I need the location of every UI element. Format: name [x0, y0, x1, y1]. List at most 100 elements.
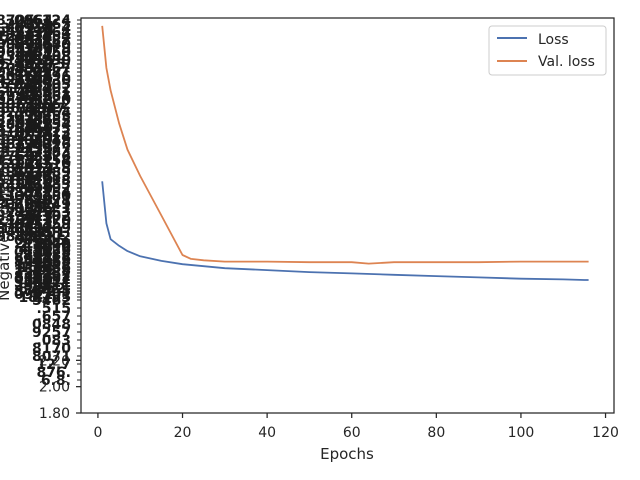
x-tick-label: 40 — [258, 425, 276, 441]
y-minor-tick-label: 159. — [18, 260, 53, 276]
x-axis-ticks: 0 20 40 60 80 100 120 — [93, 413, 619, 441]
y-minor-tick-label: .069 — [36, 221, 71, 237]
y-minor-tick-label: 0350 — [32, 45, 71, 61]
y-minor-tick-label: 6124 — [32, 13, 71, 29]
y-minor-tick-label: 2192 — [0, 213, 35, 229]
y-axis-label: Negative log-likelihood — [0, 129, 13, 301]
y-minor-tick-label: 3982 — [32, 248, 71, 264]
y-minor-tick-label: 8264 — [0, 113, 35, 129]
y-minor-tick-label: 3767 — [14, 284, 53, 300]
y-minor-tick-label: 4240 — [0, 73, 35, 89]
y-minor-tick-label: 8871 — [14, 185, 53, 201]
y-minor-tick-label: 0.28 — [36, 245, 71, 261]
y-minor-tick-label: 8396 — [32, 69, 71, 85]
y-minor-tick-label: 7779 — [32, 41, 71, 57]
y-minor-tick-label: 7045 — [0, 61, 35, 77]
y-minor-tick-label: 6553 — [32, 205, 71, 221]
y-minor-tick-label: 9485 — [14, 225, 53, 241]
y-minor-tick-label: 76.3 — [18, 81, 53, 97]
y-minor-tick-label: 8170 — [32, 341, 71, 357]
y-minor-tick-label: 0848 — [32, 317, 71, 333]
y-minor-tick-label: 6.8. — [41, 373, 71, 389]
y-minor-tick-label: 5846 — [14, 193, 53, 209]
y-minor-tick-label: .090 — [18, 181, 53, 197]
y-minor-tick-label: 8292 — [32, 269, 71, 285]
y-minor-tick-label: 8..1 — [23, 248, 53, 264]
y-minor-tick-label: 7171 — [32, 65, 71, 81]
y-minor-tick-label: 5224 — [0, 205, 35, 221]
y-minor-tick-label: 4459 — [14, 53, 53, 69]
y-minor-tick-label: 1251 — [14, 137, 53, 153]
y-minor-tick-label: 8402 — [32, 81, 71, 97]
y-minor-tick-label: 3.5. — [5, 209, 35, 225]
y-minor-tick-label: .657 — [36, 309, 71, 325]
y-minor-tick-label: 3.86 — [18, 93, 53, 109]
y-minor-tick-label: 3454 — [32, 29, 71, 45]
x-tick-label: 100 — [508, 425, 535, 441]
y-minor-tick-label: 975. — [36, 57, 71, 73]
y-minor-tick-label: .246 — [0, 17, 35, 33]
y-minor-tick-label: 3855 — [32, 113, 71, 129]
y-minor-tick-label: 8051 — [14, 254, 53, 270]
y-minor-tick-label: 1089 — [14, 133, 53, 149]
y-minor-tick-label: 3.7. — [5, 185, 35, 201]
y-minor-tick-label: 6954 — [14, 251, 53, 267]
y-minor-tick-label: 2.29 — [36, 236, 71, 252]
y-minor-tick-label: 1770 — [32, 213, 71, 229]
y-minor-tick-label: 8.92 — [0, 141, 35, 157]
y-minor-tick-label: 017. — [0, 165, 35, 181]
y-minor-tick-label: 69.4 — [0, 77, 35, 93]
y-minor-tick-label: 09.1 — [36, 201, 71, 217]
y-minor-tick-label: 622. — [0, 129, 35, 145]
y-minor-tick-label: 0230 — [32, 53, 71, 69]
y-minor-tick-label: 8302 — [32, 229, 71, 245]
y-minor-tick-label: 4530 — [32, 73, 71, 89]
y-minor-tick-label: 8186 — [0, 125, 35, 141]
y-minor-tick-label: 2496 — [0, 225, 35, 241]
y-minor-tick-label: 2083 — [32, 169, 71, 185]
y-minor-tick-label: 9154 — [32, 117, 71, 133]
y-minor-tick-label: 5965 — [14, 37, 53, 53]
y-minor-tick-label: 3285 — [14, 77, 53, 93]
y-minor-tick-label: 1254 — [32, 185, 71, 201]
y-minor-tick-label: 4422 — [14, 29, 53, 45]
y-minor-tick-label: 6015 — [0, 69, 35, 85]
y-minor-tick-label: 1358 — [14, 141, 53, 157]
y-minor-tick-label: 8728 — [14, 117, 53, 133]
series-layer — [101, 25, 589, 281]
y-minor-tick-label: 8871 — [32, 193, 71, 209]
y-minor-tick-label: 14.8 — [18, 89, 53, 105]
y-minor-tick-label: 0.67 — [36, 61, 71, 77]
y-minor-tick-label: 530. — [18, 65, 53, 81]
y-minor-tick-label: 1710 — [32, 157, 71, 173]
y-minor-tick-label: 9100 — [14, 41, 53, 57]
y-minor-tick-label: 2555 — [32, 109, 71, 125]
y-minor-tick-label: 2302 — [14, 278, 53, 294]
y-minor-tick-label: 09.8 — [36, 263, 71, 279]
y-minor-tick-label: 2381 — [14, 45, 53, 61]
y-minor-tick-label: 0677 — [0, 137, 35, 153]
y-minor-tick-label: 6102 — [32, 209, 71, 225]
y-minor-tick-label: 8854 — [14, 61, 53, 77]
y-minor-tick-label: 0188 — [14, 245, 53, 261]
y-minor-tick-label: 5501 — [32, 287, 71, 303]
y-minor-tick-label: 6241 — [14, 197, 53, 213]
y-minor-tick-label: 596. — [18, 229, 53, 245]
y-minor-tick-label: 0515 — [0, 93, 35, 109]
y-minor-tick-label: 4977 — [14, 165, 53, 181]
y-minor-tick-label: 0023 — [0, 133, 35, 149]
y-minor-tick-label: 0332 — [14, 33, 53, 49]
y-minor-tick-label: 6396 — [14, 189, 53, 205]
y-minor-tick-label: 2359 — [32, 217, 71, 233]
y-minor-tick-label: .415 — [18, 209, 53, 225]
y-minor-tick-label: 1289 — [0, 29, 35, 45]
y-minor-tick-label: 5991 — [0, 41, 35, 57]
y-minor-tick-label: 401. — [36, 225, 71, 241]
y-minor-tick-label: 31.4 — [36, 21, 71, 37]
y-minor-tick-label: 23.. — [23, 145, 53, 161]
x-tick-label: 60 — [343, 425, 361, 441]
y-minor-tick-label: 8071 — [32, 349, 71, 365]
y-minor-tick-label: 4792 — [32, 181, 71, 197]
